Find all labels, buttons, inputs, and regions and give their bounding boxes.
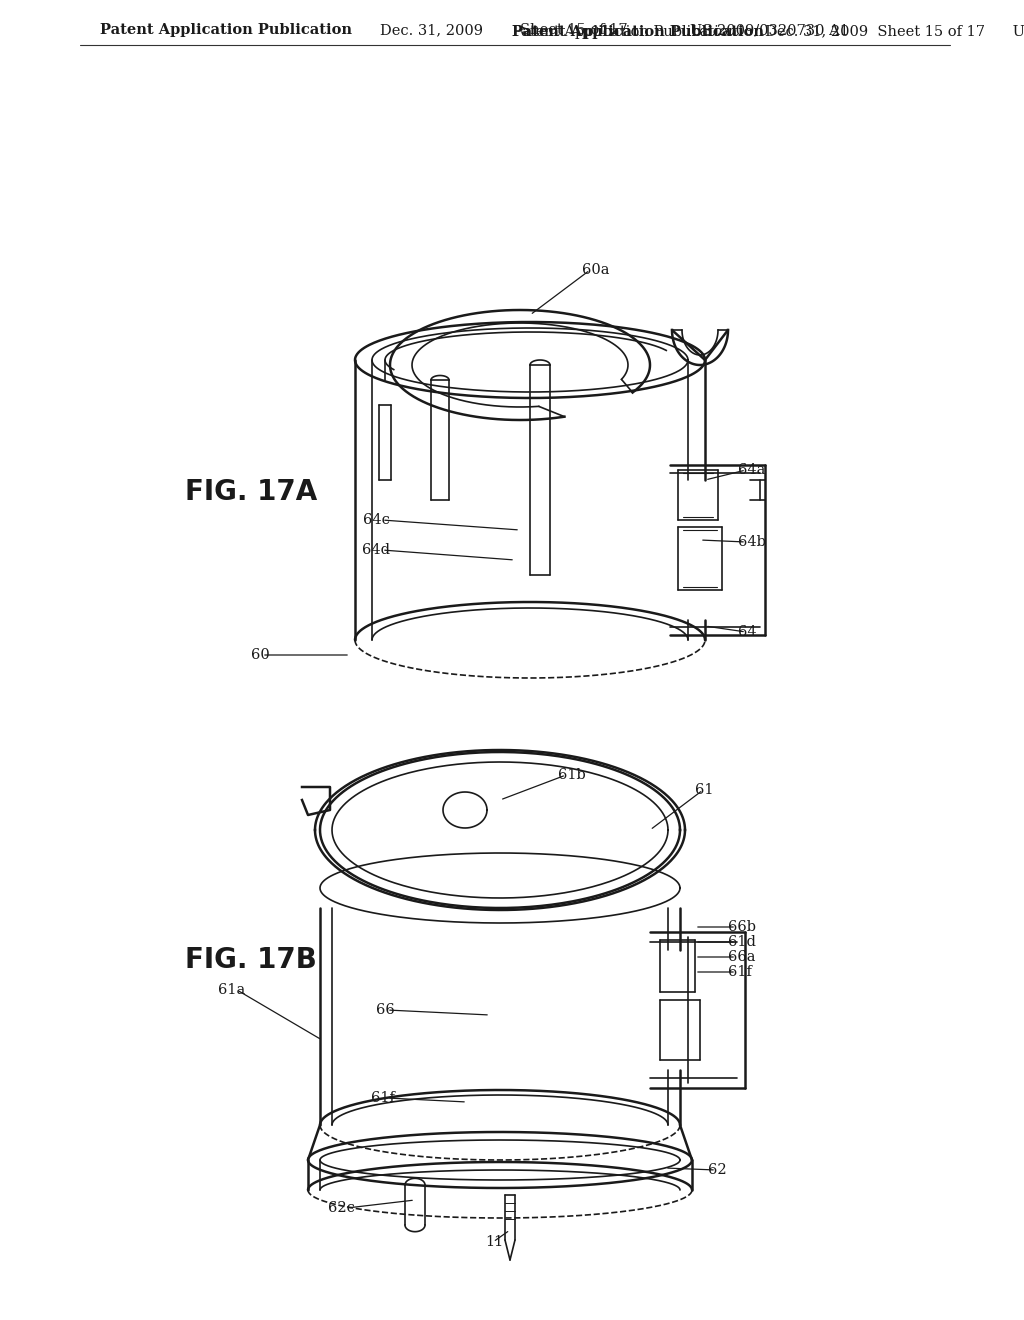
Text: 61d: 61d [728,935,756,949]
Text: 11: 11 [485,1236,503,1249]
Text: 61a: 61a [218,983,245,997]
Text: 62c: 62c [328,1201,355,1214]
Text: Patent Application Publication      Dec. 31, 2009  Sheet 15 of 17      US 2009/0: Patent Application Publication Dec. 31, … [512,25,1024,40]
Text: 61b: 61b [558,768,586,781]
Text: FIG. 17A: FIG. 17A [185,478,317,506]
Text: 61f: 61f [728,965,752,979]
Text: 64d: 64d [362,543,390,557]
Text: FIG. 17B: FIG. 17B [185,946,316,974]
Text: 61f: 61f [371,1092,395,1105]
Text: 66a: 66a [728,950,756,964]
Text: Patent Application Publication: Patent Application Publication [512,25,764,40]
Text: 66: 66 [376,1003,395,1016]
Text: Sheet 15 of 17: Sheet 15 of 17 [520,22,628,37]
Text: 64a: 64a [738,463,765,477]
Text: 61: 61 [695,783,714,797]
Text: 60: 60 [251,648,270,663]
Text: 64b: 64b [738,535,766,549]
Text: Patent Application Publication: Patent Application Publication [100,22,352,37]
Text: 64: 64 [738,624,757,639]
Text: 64c: 64c [364,513,390,527]
Text: US 2009/0320730 A1: US 2009/0320730 A1 [690,22,849,37]
Text: 66b: 66b [728,920,756,935]
Text: 62: 62 [708,1163,727,1177]
Text: Dec. 31, 2009: Dec. 31, 2009 [380,22,483,37]
Text: 60a: 60a [582,263,609,277]
